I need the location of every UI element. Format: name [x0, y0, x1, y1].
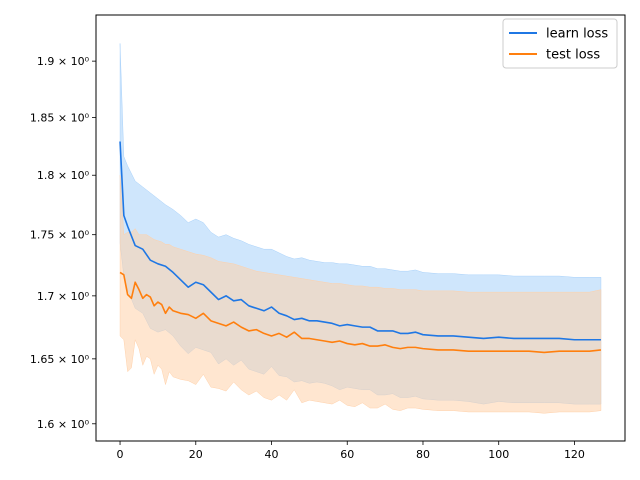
y-tick-label: 1.85 × 10⁰ [30, 111, 90, 124]
x-tick-label: 40 [265, 448, 279, 461]
plot-area [119, 43, 602, 414]
x-tick-label: 0 [117, 448, 124, 461]
y-tick-label: 1.9 × 10⁰ [37, 55, 90, 68]
y-axis: 1.6 × 10⁰ 1.65 × 10⁰ 1.7 × 10⁰ 1.75 × 10⁰ 1.… [30, 55, 96, 431]
test-loss-band [119, 175, 602, 414]
x-tick-label: 80 [416, 448, 430, 461]
y-tick-label: 1.7 × 10⁰ [37, 290, 90, 303]
test-loss-line [119, 271, 602, 354]
y-tick-label: 1.75 × 10⁰ [30, 229, 90, 242]
legend-label-learn-loss: learn loss [546, 27, 608, 42]
axes-frame [95, 14, 626, 442]
x-tick-label: 100 [488, 448, 509, 461]
x-tick-label: 120 [564, 448, 585, 461]
legend-label-test-loss: test loss [546, 48, 600, 63]
y-tick-label: 1.6 × 10⁰ [37, 418, 90, 431]
x-axis: 0 20 40 60 80 100 120 [117, 441, 585, 461]
learn-loss-line [119, 141, 601, 341]
y-tick-label: 1.8 × 10⁰ [37, 169, 90, 182]
y-tick-label: 1.65 × 10⁰ [30, 353, 90, 366]
legend-box [502, 18, 618, 69]
x-tick-label: 20 [189, 448, 203, 461]
x-tick-label: 60 [340, 448, 354, 461]
legend: learn loss test loss [502, 18, 618, 69]
